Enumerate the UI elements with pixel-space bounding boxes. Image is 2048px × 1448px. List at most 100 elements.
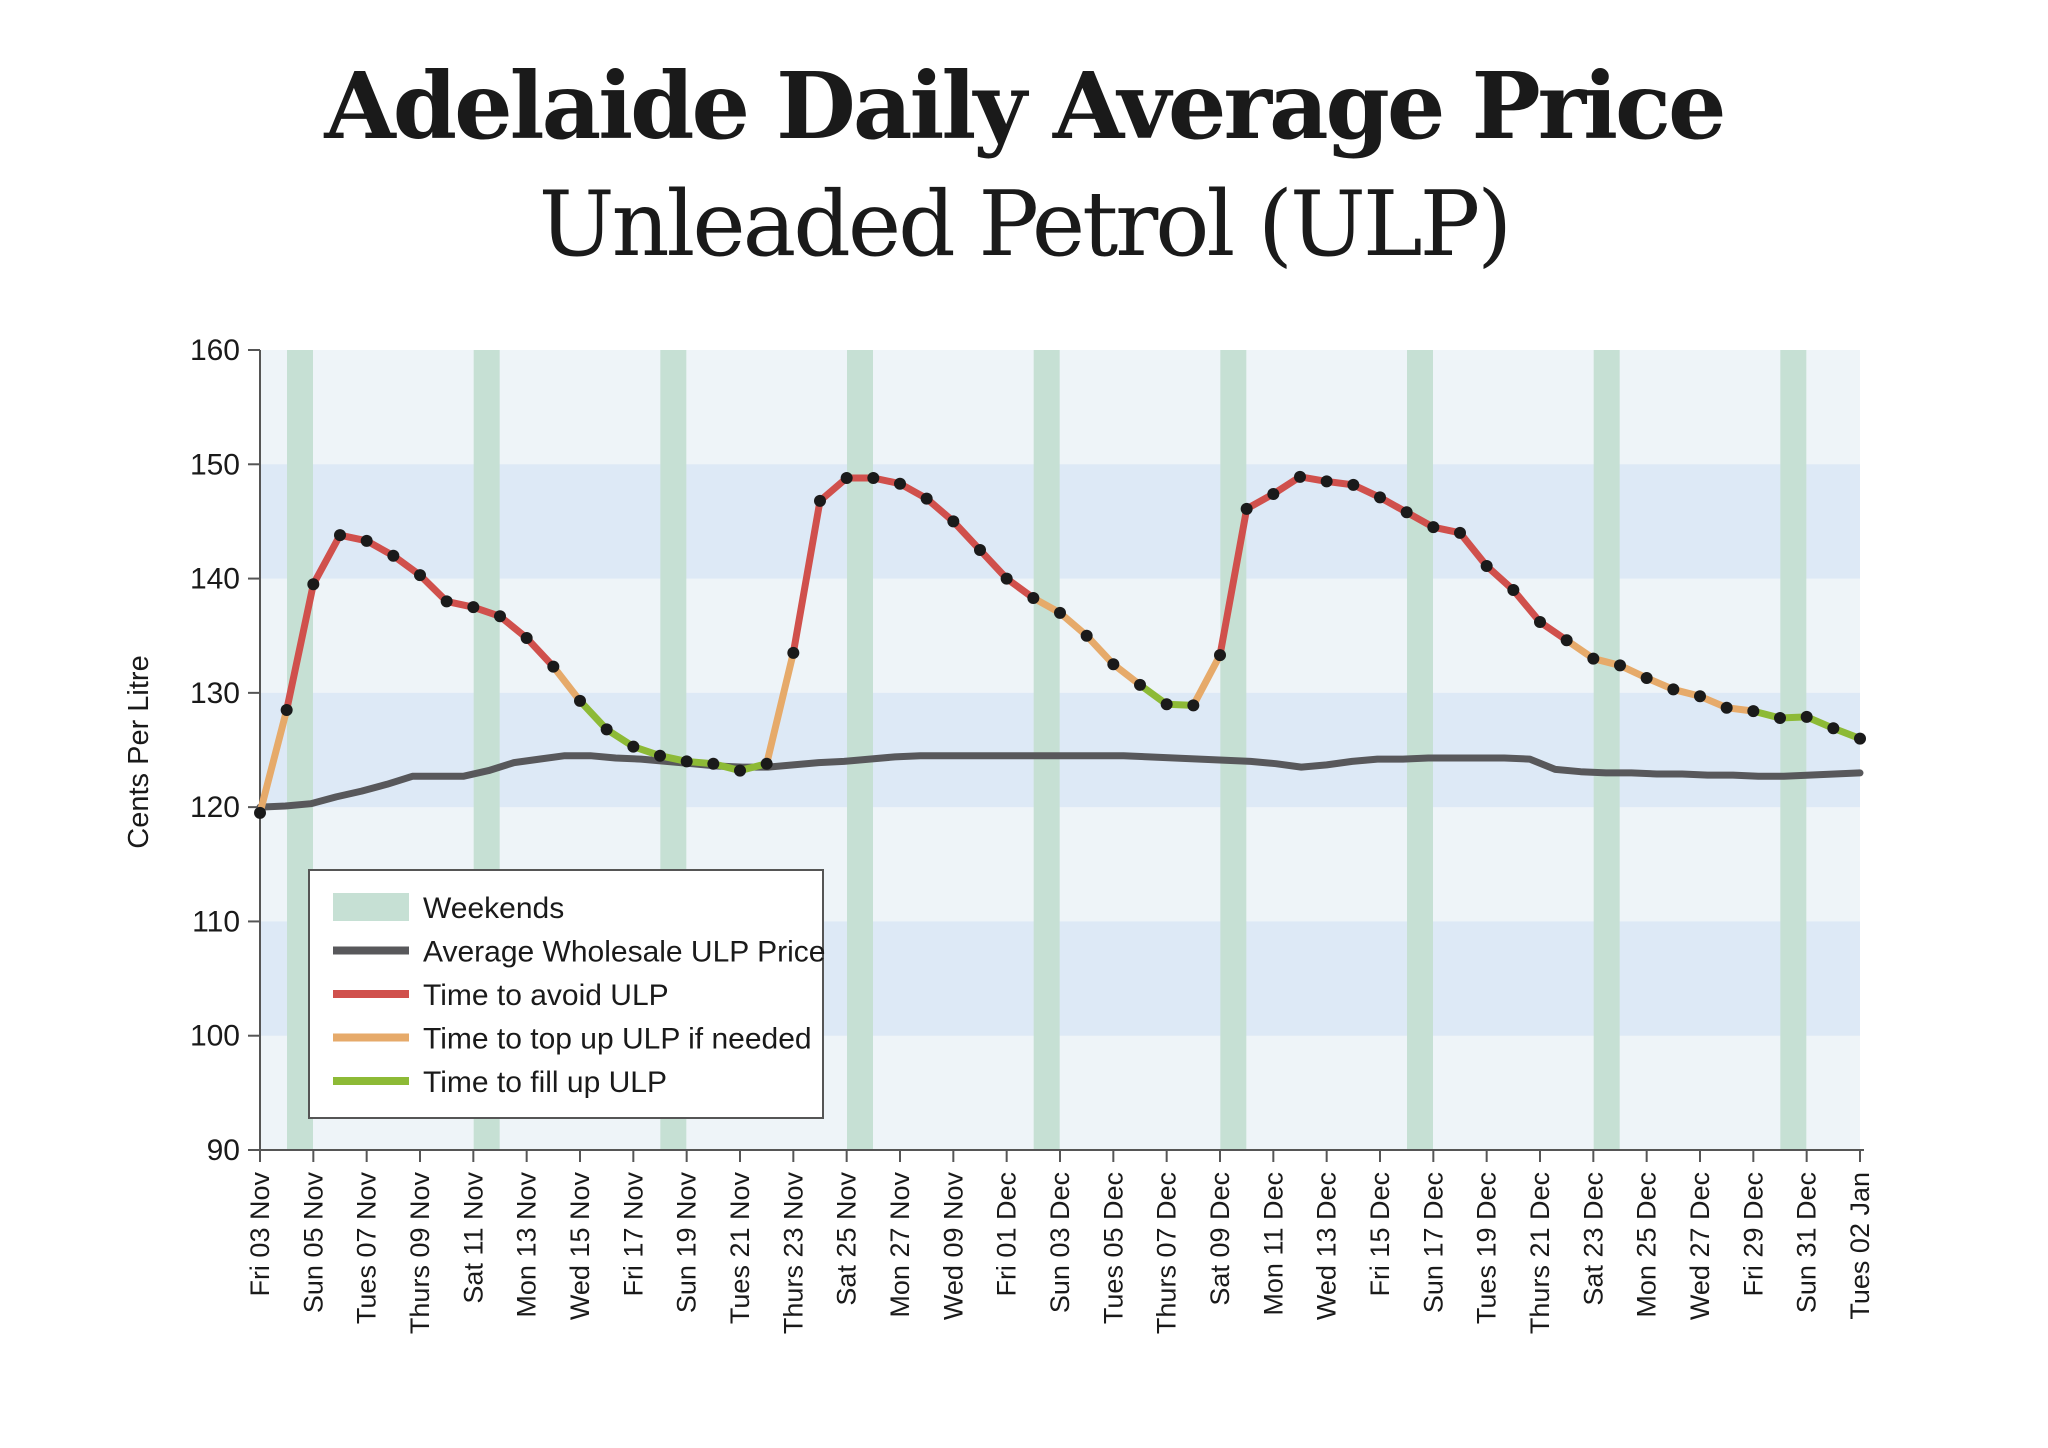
price-segment-avoid [283,580,317,714]
data-point [1320,475,1333,488]
price-segment-avoid [976,546,1011,583]
x-tick-label: Wed 15 Nov [565,1172,595,1321]
weekend-band [1780,350,1807,1150]
data-point [1667,683,1680,696]
y-axis-label: Cents Per Litre [123,655,155,848]
x-tick-label: Sat 09 Dec [1205,1172,1235,1306]
data-point [1534,616,1546,628]
chart-title: Adelaide Daily Average Price [324,52,1726,160]
data-points [254,470,1866,819]
y-tick-label: 90 [207,1134,240,1167]
price-segment-avoid [1456,529,1491,570]
data-point [1160,698,1173,711]
x-tick-label: Fri 03 Nov [245,1172,275,1297]
y-tick-label: 100 [190,1020,240,1053]
data-point [1454,526,1466,539]
x-tick-label: Fri 15 Dec [1365,1172,1395,1297]
weekend-band [1407,350,1433,1150]
x-tick-label: Thurs 07 Dec [1152,1172,1182,1334]
price-segment-avoid [416,571,451,605]
y-tick-label: 160 [190,334,240,367]
x-tick-label: Wed 13 Dec [1312,1172,1342,1320]
data-point [840,472,853,484]
data-point [1267,488,1280,500]
weekend-band [1220,350,1247,1150]
data-point [1747,705,1760,718]
legend-label: Weekends [423,892,564,925]
data-point [1640,672,1653,684]
data-point [1800,710,1813,723]
data-point [947,515,960,528]
data-point [627,740,640,753]
data-point [680,755,693,768]
price-segment-avoid [789,497,824,657]
data-point [707,757,720,770]
price-segment-top-up [549,663,584,705]
x-tick-label: Fri 01 Dec [992,1172,1022,1297]
data-point [1347,478,1360,491]
price-segment-top-up [1189,651,1224,709]
price-segment-avoid [949,517,984,554]
data-point [814,494,826,507]
x-tick-label: Thurs 09 Nov [405,1172,435,1335]
x-tick-label: Wed 27 Dec [1685,1172,1715,1320]
data-point [787,646,800,659]
weekend-band [1033,350,1060,1150]
y-tick-label: 150 [190,448,240,481]
x-tick-label: Tues 07 Nov [352,1172,382,1325]
x-tick-label: Mon 13 Nov [512,1172,542,1318]
x-tick-label: Tues 21 Nov [725,1172,755,1325]
data-point [1080,629,1093,642]
price-segment-top-up [1083,632,1117,668]
x-tick-label: Tues 05 Dec [1098,1172,1128,1324]
x-tick-label: Tues 19 Dec [1472,1172,1502,1324]
x-tick-label: Sun 19 Nov [672,1172,702,1314]
data-point [254,806,266,819]
x-tick-label: Wed 09 Nov [938,1172,968,1321]
y-tick-label: 130 [190,677,240,710]
x-tick-label: Mon 25 Dec [1632,1172,1662,1318]
data-point [1720,701,1733,714]
data-point [1107,658,1120,671]
data-point [1214,649,1226,662]
data-point [334,529,346,542]
legend: Weekends Average Wholesale ULP Price Time … [308,869,825,1119]
x-tick-label: Thurs 21 Dec [1525,1172,1555,1334]
legend-label: Time to avoid ULP [423,979,669,1012]
data-point [1187,699,1200,712]
y-tick-label: 110 [192,905,240,938]
data-point [920,492,933,505]
data-point [1240,502,1253,515]
legend-label: Time to fill up ULP [423,1066,667,1099]
data-point [1614,659,1626,672]
data-point [440,595,453,608]
x-tick-label: Fri 17 Nov [618,1172,648,1297]
data-point [1400,506,1413,519]
price-segment-avoid [1216,505,1251,659]
data-point [894,477,906,490]
data-point [360,534,373,547]
data-point [414,569,426,582]
data-point [1560,634,1573,647]
data-point [1134,678,1146,691]
data-point [547,660,560,673]
data-point [1694,690,1706,703]
x-tick-label: Mon 11 Dec [1258,1172,1288,1316]
x-tick-label: Sat 23 Dec [1578,1172,1608,1306]
x-tick-label: Thurs 23 Nov [778,1172,808,1335]
data-point [280,704,293,716]
y-tick-label: 120 [190,791,240,824]
series-line-wholesale [256,752,1864,811]
data-point [1827,722,1840,735]
data-point [867,472,880,484]
y-band-140-150 [260,464,1860,579]
data-point [734,764,746,777]
price-segment-top-up [256,706,291,817]
data-point [1854,732,1866,745]
data-point [1294,470,1306,483]
data-point [1000,572,1013,585]
x-tick-label: Sun 05 Nov [298,1172,328,1314]
data-point [974,544,986,556]
data-point [1427,521,1440,534]
